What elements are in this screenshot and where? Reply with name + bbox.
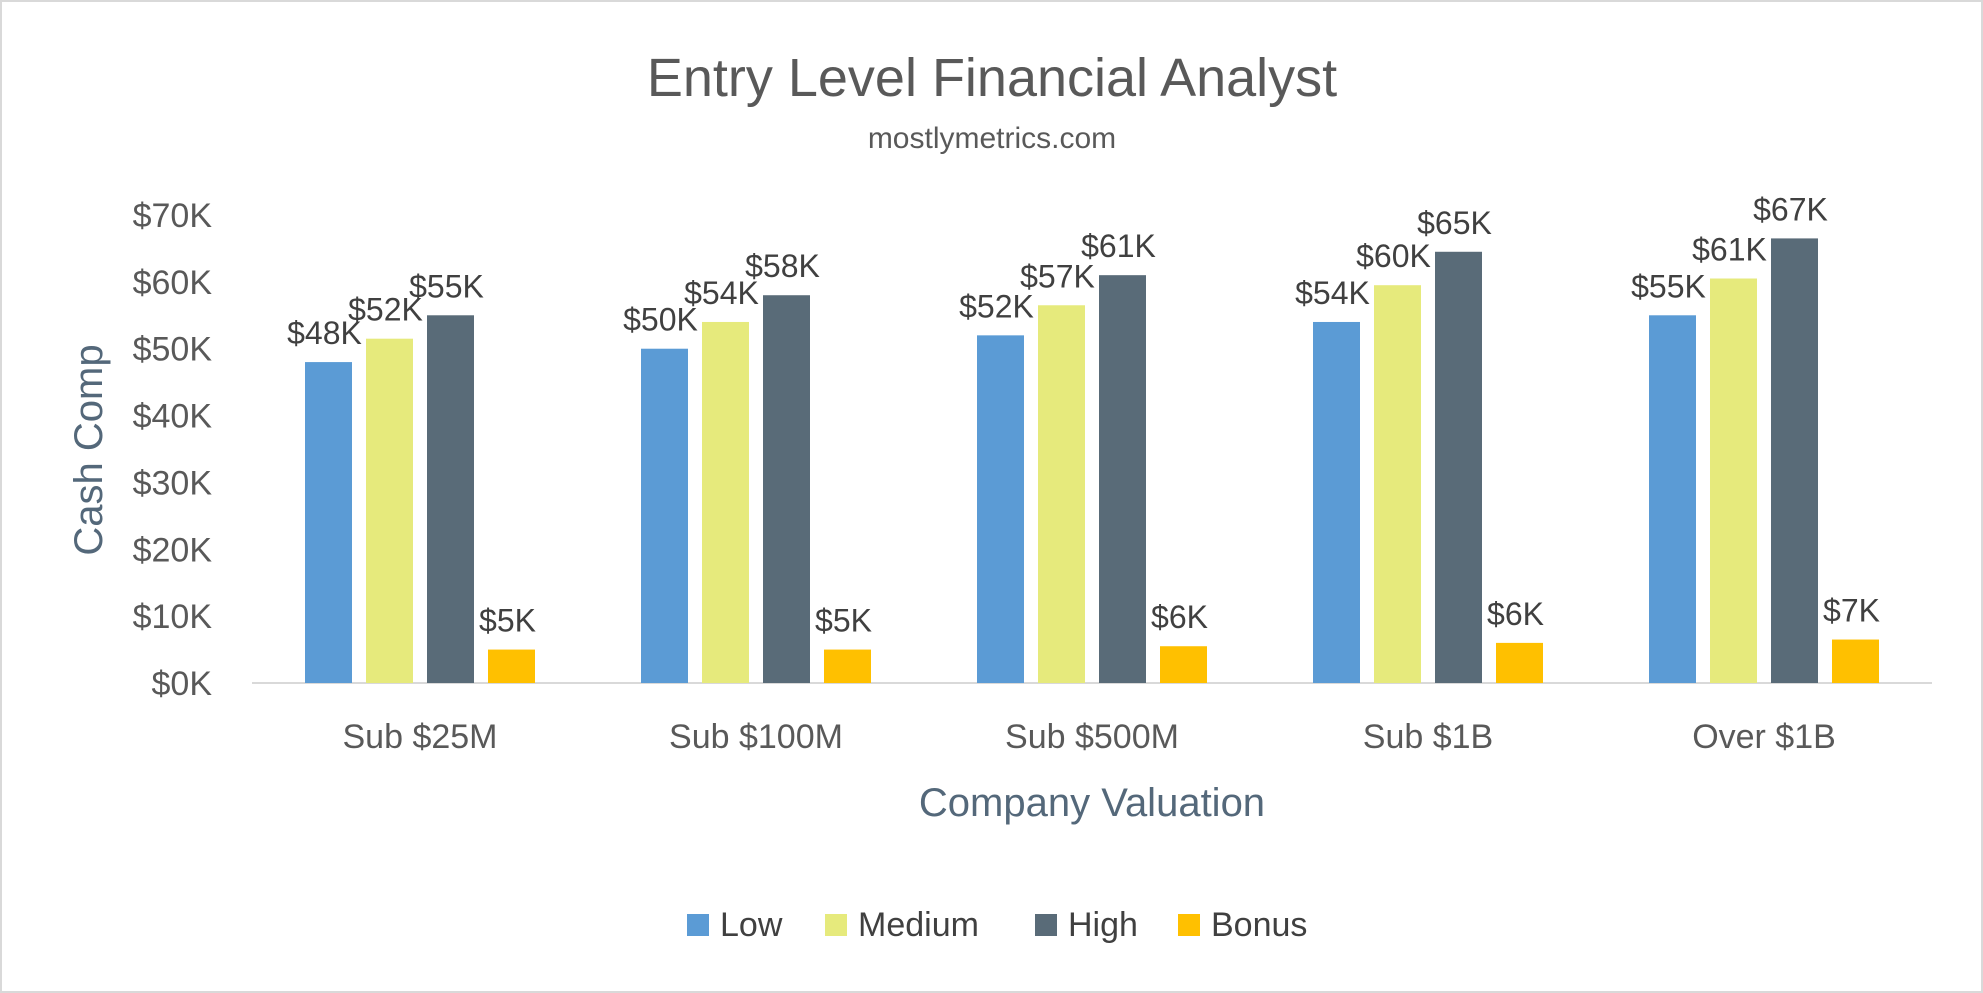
bar-medium bbox=[366, 338, 413, 683]
data-label: $61K bbox=[1692, 232, 1767, 268]
data-label: $52K bbox=[959, 288, 1034, 324]
data-label: $55K bbox=[1631, 268, 1706, 304]
x-axis-ticks: Sub $25M Sub $100M Sub $500M Sub $1B Over $1… bbox=[343, 718, 1836, 756]
legend-label-low: Low bbox=[720, 906, 783, 944]
data-label: $6K bbox=[1487, 596, 1544, 632]
y-tick-label: $20K bbox=[133, 531, 213, 569]
bar-medium bbox=[1374, 285, 1421, 683]
legend-label-medium: Medium bbox=[858, 906, 979, 944]
bar-medium bbox=[1038, 305, 1085, 683]
bar-bonus bbox=[824, 649, 871, 683]
data-label: $58K bbox=[745, 248, 820, 284]
data-label: $61K bbox=[1081, 228, 1156, 264]
y-tick-label: $40K bbox=[133, 398, 213, 436]
data-label: $5K bbox=[815, 603, 872, 639]
bar-low bbox=[305, 362, 352, 683]
data-label: $55K bbox=[409, 268, 484, 304]
legend-label-bonus: Bonus bbox=[1211, 906, 1307, 944]
bar-medium bbox=[1710, 278, 1757, 683]
y-tick-label: $60K bbox=[133, 264, 213, 302]
data-label: $48K bbox=[287, 315, 362, 351]
y-tick-label: $70K bbox=[133, 197, 213, 235]
y-tick-label: $50K bbox=[133, 331, 213, 369]
bar-medium bbox=[702, 321, 749, 683]
bar-high bbox=[1099, 275, 1146, 683]
x-tick-label: Sub $25M bbox=[343, 718, 498, 756]
bar-high bbox=[1771, 238, 1818, 683]
bar-high bbox=[763, 295, 810, 683]
x-tick-label: Sub $500M bbox=[1005, 718, 1179, 756]
data-label: $52K bbox=[348, 292, 423, 328]
legend-swatch-medium bbox=[825, 914, 847, 936]
x-axis-title: Company Valuation bbox=[919, 781, 1265, 825]
data-label: $67K bbox=[1753, 191, 1828, 227]
data-labels-group: $48K$52K$55K$5K$50K$54K$58K$5K$52K$57K$6… bbox=[287, 191, 1880, 638]
bar-bonus bbox=[488, 649, 535, 683]
bar-bonus bbox=[1160, 646, 1207, 683]
data-label: $7K bbox=[1823, 593, 1880, 629]
bar-low bbox=[1313, 321, 1360, 683]
data-label: $5K bbox=[479, 603, 536, 639]
bar-high bbox=[427, 315, 474, 683]
data-label: $57K bbox=[1020, 258, 1095, 294]
legend: Low Medium High Bonus bbox=[687, 906, 1307, 944]
chart-subtitle: mostlymetrics.com bbox=[868, 122, 1116, 155]
bar-low bbox=[641, 348, 688, 683]
bar-low bbox=[977, 335, 1024, 683]
chart-title: Entry Level Financial Analyst bbox=[647, 48, 1337, 108]
legend-swatch-high bbox=[1035, 914, 1057, 936]
data-label: $50K bbox=[623, 302, 698, 338]
legend-swatch-bonus bbox=[1178, 914, 1200, 936]
bar-bonus bbox=[1832, 639, 1879, 683]
x-tick-label: Sub $1B bbox=[1363, 718, 1493, 756]
data-label: $54K bbox=[684, 275, 759, 311]
data-label: $54K bbox=[1295, 275, 1370, 311]
x-tick-label: Sub $100M bbox=[669, 718, 843, 756]
y-tick-label: $10K bbox=[133, 598, 213, 636]
data-label: $60K bbox=[1356, 238, 1431, 274]
y-axis-title: Cash Comp bbox=[67, 344, 111, 555]
y-axis-ticks: $0K $10K $20K $30K $40K $50K $60K $70K bbox=[133, 197, 213, 703]
bars-group bbox=[305, 238, 1879, 683]
bar-bonus bbox=[1496, 642, 1543, 683]
x-tick-label: Over $1B bbox=[1692, 718, 1836, 756]
y-tick-label: $0K bbox=[152, 665, 213, 703]
bar-low bbox=[1649, 315, 1696, 683]
legend-label-high: High bbox=[1068, 906, 1138, 944]
data-label: $6K bbox=[1151, 599, 1208, 635]
data-label: $65K bbox=[1417, 205, 1492, 241]
bar-high bbox=[1435, 251, 1482, 683]
legend-swatch-low bbox=[687, 914, 709, 936]
y-tick-label: $30K bbox=[133, 464, 213, 502]
